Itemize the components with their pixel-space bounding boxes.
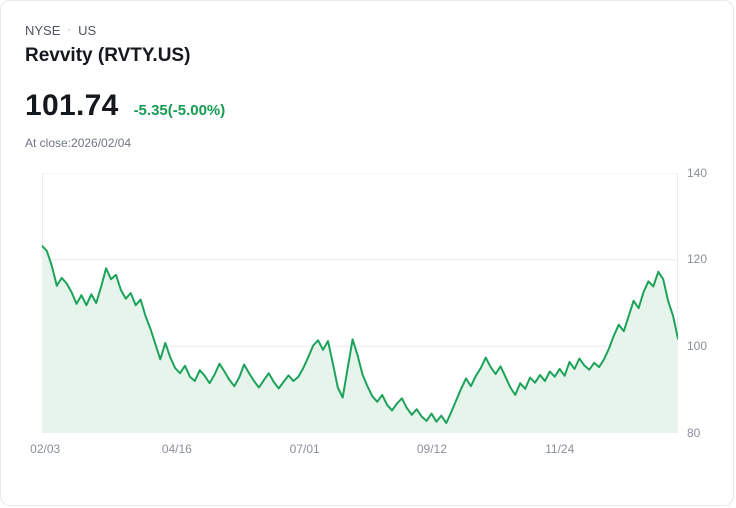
y-axis-tick-label: 80 <box>687 425 701 440</box>
chart-svg[interactable] <box>42 172 678 433</box>
x-axis-tick-label: 04/16 <box>161 441 192 456</box>
price-chart: 80 100 120 140 02/03 04/16 07/01 09/12 11/24 <box>1 166 733 473</box>
x-axis-tick-label: 11/24 <box>545 441 575 456</box>
exchange-label: NYSE <box>25 23 61 38</box>
exchange-row: NYSE · US <box>25 23 709 38</box>
x-axis-tick-label: 02/03 <box>30 441 61 456</box>
y-axis-tick-label: 140 <box>687 165 708 180</box>
price-row: 101.74 -5.35(-5.00%) <box>25 89 709 123</box>
exchange-separator-dot: · <box>67 24 72 36</box>
stock-title: Revvity (RVTY.US) <box>25 45 191 66</box>
quote-header: NYSE · US Revvity (RVTY.US) 101.74 -5.35… <box>1 1 733 150</box>
price-change: -5.35(-5.00%) <box>133 101 226 119</box>
y-axis-tick-label: 120 <box>687 252 708 267</box>
x-axis-tick-label: 09/12 <box>416 441 447 456</box>
y-axis-tick-label: 100 <box>687 339 708 354</box>
last-price: 101.74 <box>25 88 119 122</box>
x-axis-tick-label: 07/01 <box>289 441 320 456</box>
market-label: US <box>78 23 97 38</box>
close-info: At close:2026/02/04 <box>25 135 132 150</box>
plot-area[interactable] <box>42 172 678 433</box>
